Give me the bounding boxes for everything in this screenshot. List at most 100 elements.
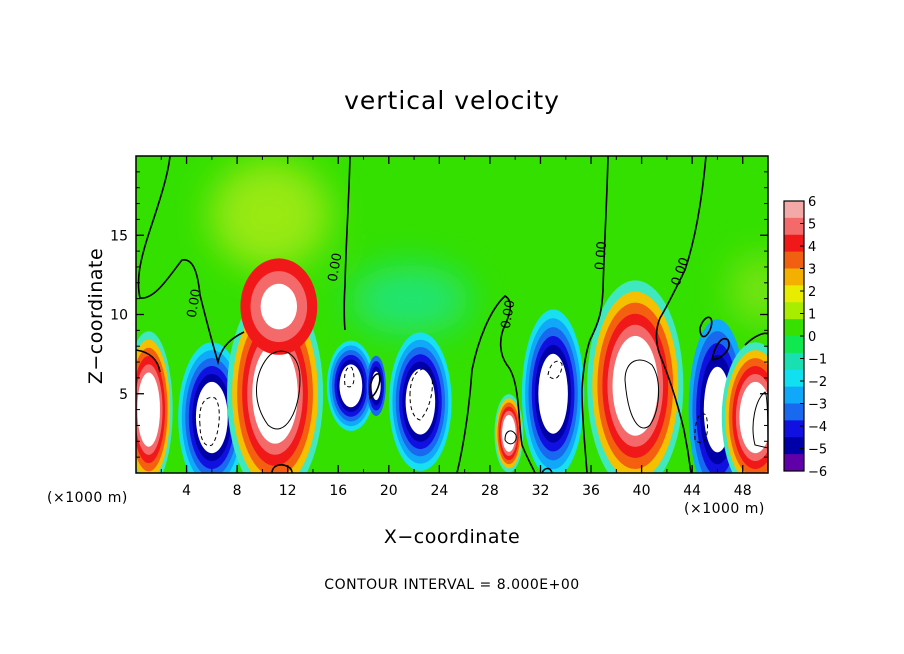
anomaly-cell — [136, 331, 173, 473]
x-axis: 4 8 12 16 20 24 28 32 36 40 44 48 — [160, 156, 752, 499]
x-tick-label: 20 — [380, 483, 398, 499]
contour-line — [137, 156, 245, 366]
contour-line — [547, 360, 563, 380]
colorbar-swatch — [784, 420, 804, 438]
x-tick-label: 36 — [582, 483, 600, 499]
colorbar-tick-label: −6 — [808, 465, 827, 480]
colorbar-swatch — [784, 302, 804, 320]
x-tick-label: 16 — [329, 483, 347, 499]
colorbar: 6 5 4 3 2 1 0 −1 −2 −3 −4 −5 −6 — [783, 195, 827, 480]
colorbar-swatch — [784, 369, 804, 388]
contour-line — [343, 156, 351, 331]
contour-label: 0.00 — [593, 241, 610, 271]
x-tick-label: 28 — [481, 483, 499, 499]
contour-line — [655, 156, 707, 473]
anomaly-cell — [326, 340, 375, 431]
colorbar-swatch — [784, 403, 804, 421]
colorbar-swatch — [784, 437, 804, 455]
anomaly-band — [339, 364, 363, 408]
colorbar-swatch — [784, 234, 804, 253]
x-tick-label: 24 — [430, 483, 448, 499]
anomaly-cell — [721, 342, 768, 473]
colorbar-swatch — [784, 251, 804, 269]
anomaly-cell — [389, 332, 452, 471]
colorbar-tick-label: −2 — [808, 375, 827, 390]
contour-line — [694, 413, 709, 443]
contour-line — [409, 368, 433, 421]
velocity-anomalies — [136, 258, 768, 473]
contour-line — [136, 349, 161, 373]
contour-line — [256, 350, 301, 430]
colorbar-swatch — [784, 217, 804, 236]
anomaly-cell — [587, 280, 684, 473]
background-glow — [210, 160, 768, 335]
chart-title: vertical velocity — [344, 86, 560, 115]
anomaly-band — [612, 335, 659, 436]
colorbar-tick-label: −5 — [808, 443, 827, 458]
contour-line — [710, 338, 730, 361]
colorbar-tick-label: 1 — [808, 308, 816, 323]
x-tick-label: 32 — [532, 483, 550, 499]
x-tick-label: 12 — [279, 483, 297, 499]
colorbar-swatch — [784, 336, 804, 354]
colorbar-swatch — [784, 268, 804, 286]
contour-line — [624, 359, 660, 429]
plot-area: 0.000.000.000.00 0.00 — [136, 156, 768, 473]
x-tick-label: 44 — [683, 483, 701, 499]
colorbar-tick-label: −4 — [808, 420, 827, 435]
anomaly-band — [739, 381, 768, 454]
contour-line — [744, 332, 768, 346]
contour-line — [368, 373, 381, 400]
colorbar-swatch — [784, 454, 804, 472]
anomaly-band — [502, 414, 516, 452]
colorbar-tick-label: 6 — [808, 195, 816, 210]
y-tick-label: 10 — [110, 308, 128, 324]
colorbar-tick-label: 4 — [808, 240, 816, 255]
x-unit-label-right: (×1000 m) — [684, 501, 765, 517]
x-tick-label: 48 — [734, 483, 752, 499]
y-tick-label: 15 — [110, 228, 128, 244]
y-axis-label: Z−coordinate — [85, 247, 107, 385]
x-tick-label: 4 — [182, 483, 191, 499]
contour-line — [271, 464, 293, 473]
x-unit-label-left: (×1000 m) — [47, 490, 128, 506]
colorbar-swatch — [784, 386, 804, 404]
contour-label: 0.00 — [185, 288, 205, 319]
anomaly-band — [405, 368, 436, 435]
anomaly-band — [260, 283, 298, 330]
contour-line — [699, 316, 713, 338]
contour-label: 0.00 — [326, 252, 346, 283]
contour-label: 0.00 — [499, 299, 519, 330]
contour-line — [456, 295, 536, 473]
colorbar-swatch — [784, 319, 804, 337]
y-tick-label: 5 — [119, 387, 128, 403]
anomaly-band — [538, 353, 568, 434]
contour-line — [504, 430, 517, 445]
x-tick-label: 8 — [233, 483, 242, 499]
colorbar-tick-label: 5 — [808, 218, 816, 233]
contour-line — [581, 156, 609, 473]
anomaly-band — [137, 372, 161, 447]
colorbar-tick-label: 3 — [808, 263, 816, 278]
anomaly-band — [371, 371, 381, 401]
anomaly-band — [195, 381, 228, 454]
x-axis-label: X−coordinate — [383, 526, 521, 548]
contour-line — [541, 467, 553, 473]
contour-line — [344, 366, 355, 388]
anomaly-cell — [240, 258, 318, 355]
colorbar-swatch — [784, 352, 804, 371]
contour-line — [199, 396, 220, 447]
contour-lines — [136, 156, 768, 473]
contour-interval-label: CONTOUR INTERVAL = 8.000E+00 — [324, 577, 580, 593]
colorbar-tick-label: 2 — [808, 285, 816, 300]
colorbar-tick-label: −1 — [808, 353, 827, 368]
colorbar-tick-label: −3 — [808, 398, 827, 413]
colorbar-swatch — [784, 201, 804, 219]
contour-labels: 0.000.000.000.00 0.00 — [185, 241, 693, 330]
y-axis: 5 10 15 — [110, 171, 768, 458]
anomaly-cell — [521, 309, 585, 473]
colorbar-tick-label: 0 — [808, 330, 816, 345]
colorbar-swatch — [784, 285, 804, 303]
anomaly-cell — [494, 394, 524, 473]
